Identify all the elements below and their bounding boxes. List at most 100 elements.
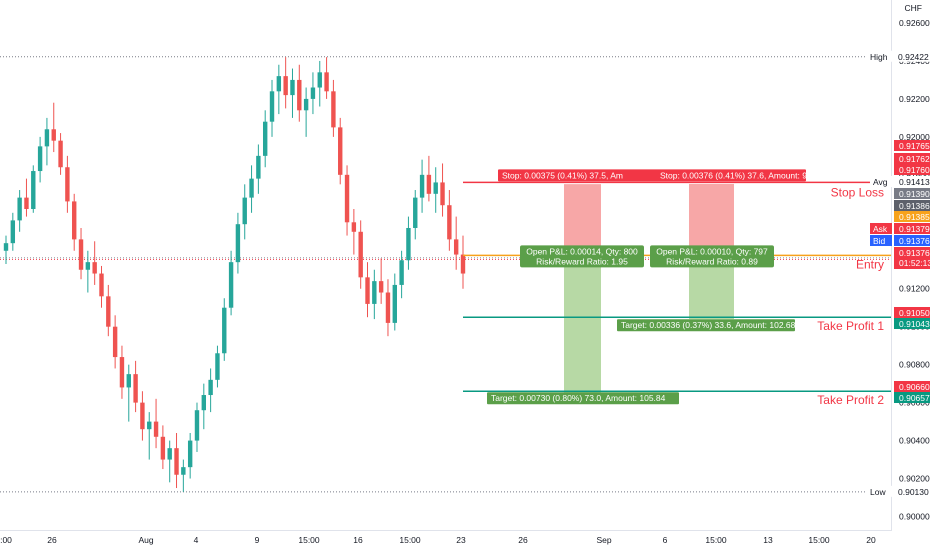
time-tick-label: Aug (138, 535, 153, 545)
candle-body (112, 326, 118, 358)
candle-body (187, 440, 193, 468)
other-price-badge: 0.91386 (899, 201, 930, 211)
time-tick-label: 26 (47, 535, 57, 545)
candle-body (385, 292, 391, 323)
candle-body (378, 281, 384, 293)
entry-label: Entry (856, 257, 884, 271)
candle-body (215, 353, 220, 380)
pnl-label: Open P&L: 0.00010, Qty: 797 (656, 246, 768, 256)
candle-body (317, 72, 322, 88)
candle-body (58, 140, 63, 168)
candle-body (324, 72, 329, 92)
candle-body (228, 262, 234, 308)
candle-body (433, 182, 438, 194)
candle-body (310, 87, 316, 99)
bid-price-badge: 0.91376 (899, 236, 930, 246)
time-tick-label: 20 (866, 535, 876, 545)
candle-body (140, 402, 145, 430)
other-price-badge: 0.91390 (899, 189, 930, 199)
candle-body (392, 284, 397, 323)
last-price-bg (894, 247, 930, 269)
candle-body (92, 262, 97, 274)
candle-body (460, 254, 466, 274)
time-axis[interactable]: :00 26 Aug 4 9 15:00 16 15:00 23 26 Sep 6 15:00 13 15:… (0, 530, 932, 550)
stop-price-badge-bg (894, 164, 930, 175)
candle-body (249, 178, 254, 198)
take-profit-1-label: Take Profit 1 (817, 319, 884, 333)
stop-label-2: Stop: 0.00376 (0.41%) 37.6, Amount: 97 (660, 170, 812, 180)
candle-body (147, 421, 152, 430)
stop-price-badge-bg (894, 153, 930, 164)
risk-zone (689, 183, 734, 256)
time-tick-label: 15:00 (298, 535, 320, 545)
candlesticks (3, 57, 466, 492)
target-label-1: Target: 0.00730 (0.80%) 73.0, Amount: 10… (491, 393, 666, 403)
position-tools[interactable] (564, 183, 734, 394)
low-tag-bg (866, 485, 932, 497)
price-tick-label: 0.90200 (899, 474, 930, 484)
candle-body (344, 174, 350, 223)
candle-body (10, 220, 16, 244)
stop-price-badge: 0.91762 (899, 154, 930, 164)
pnl-box (650, 245, 774, 268)
price-tick-label: 0.92200 (899, 94, 930, 104)
candle-body (406, 227, 411, 261)
time-tick-label: 6 (663, 535, 668, 545)
tp2-price-badge: 0.90660 (899, 382, 930, 392)
candle-body (426, 174, 432, 194)
candle-body (276, 76, 282, 92)
candle-body (262, 121, 268, 156)
price-tick-label: 0.90800 (899, 360, 930, 370)
candle-body (37, 146, 43, 172)
avg-tag-bg (870, 176, 892, 187)
time-tick-label: :00 (0, 535, 12, 545)
candle-body (235, 224, 241, 263)
pnl-box (520, 245, 644, 268)
avg-price-badge-bg (894, 176, 930, 187)
time-tick-label: 13 (763, 535, 773, 545)
price-levels: Stop: 0.00375 (0.41%) 37.5, Am Stop: 0.00… (463, 169, 892, 407)
candle-body (99, 273, 104, 297)
tp1-price-badge-bg (894, 318, 930, 329)
candle-body (106, 296, 111, 327)
candle-body (119, 357, 125, 388)
price-axis[interactable]: CHF 0.926000.924000.922000.920000.918000… (866, 0, 932, 530)
risk-reward-label: Risk/Reward Ratio: 1.95 (536, 256, 628, 266)
avg-price-badge: 0.91413 (899, 177, 930, 187)
candle-body (256, 155, 261, 179)
time-tick-label: 15:00 (705, 535, 727, 545)
tp2-price-badge: 0.90657 (899, 393, 930, 403)
tp1-price-badge-bg (894, 307, 930, 318)
candle-body (453, 239, 459, 255)
time-tick-label: 4 (194, 535, 199, 545)
risk-reward-label: Risk/Reward Ratio: 0.89 (666, 256, 758, 266)
candle-body (160, 436, 166, 460)
candle-body (44, 129, 50, 147)
price-tick-label: 0.92000 (899, 132, 930, 142)
time-tick-label: Sep (596, 535, 611, 545)
target-label-box (617, 319, 795, 332)
candle-body (419, 174, 425, 198)
currency-label: CHF (905, 3, 922, 13)
avg-tag: Avg (873, 177, 888, 187)
candle-body (297, 79, 302, 111)
stop-loss-label: Stop Loss (831, 185, 884, 199)
candle-body (167, 448, 172, 460)
candle-body (283, 76, 288, 96)
candle-body (290, 79, 295, 96)
other-price-badge-bg (894, 200, 930, 211)
target-label-box (487, 392, 679, 405)
tp1-price-badge: 0.91050 (899, 308, 930, 318)
tp1-price-badge: 0.91043 (899, 319, 930, 329)
take-profit-2-label: Take Profit 2 (817, 393, 884, 407)
time-tick-label: 15:00 (808, 535, 830, 545)
ask-tag-bg (870, 223, 892, 234)
candle-body (338, 127, 343, 175)
candle-body (133, 374, 138, 403)
bid-tag-bg (870, 235, 892, 246)
candle-body (72, 201, 77, 240)
candle-body (269, 91, 275, 122)
candle-body (399, 260, 404, 285)
candle-body (78, 239, 84, 270)
